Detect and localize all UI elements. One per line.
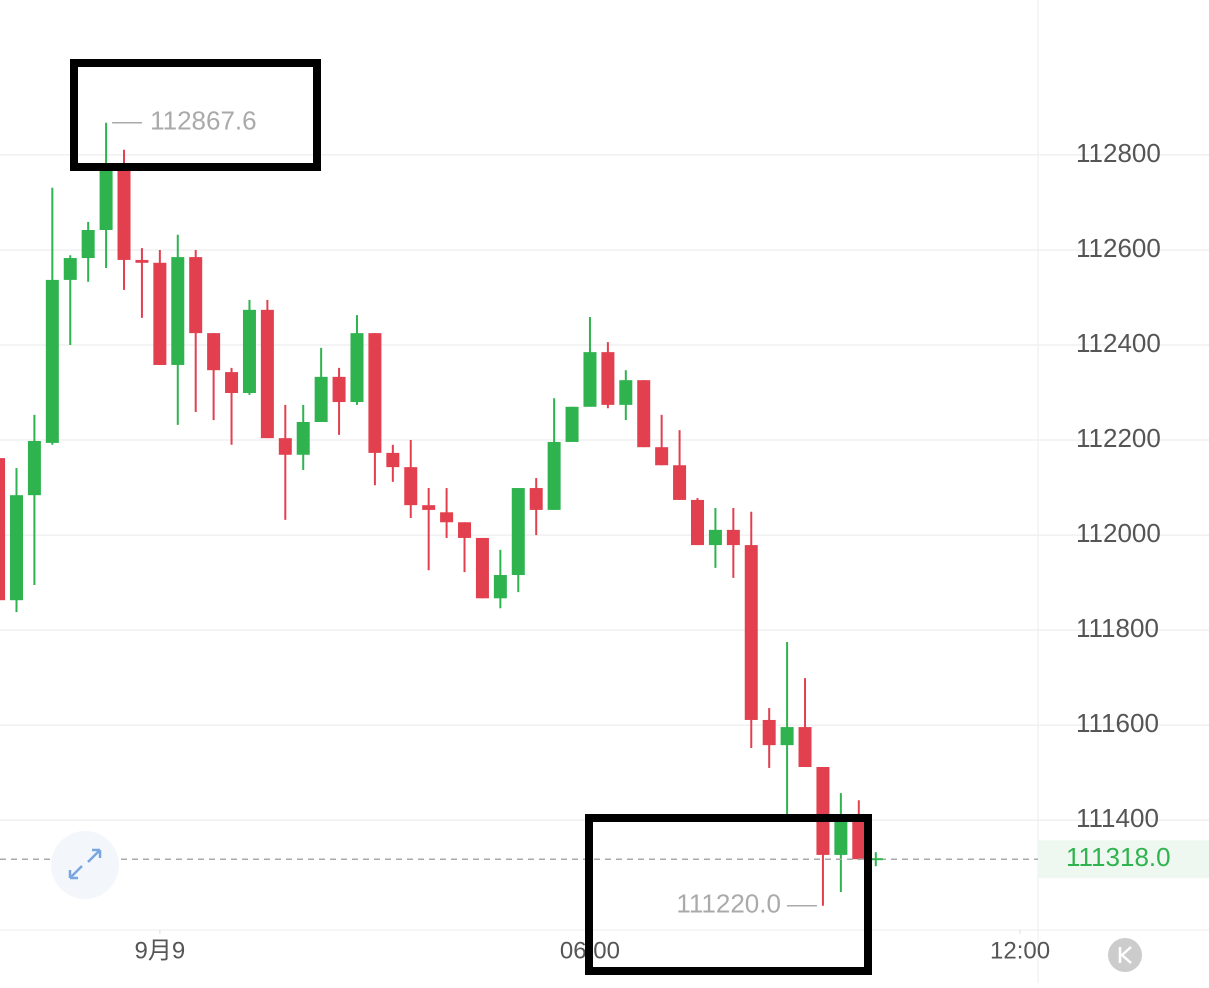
candle-body xyxy=(852,814,866,860)
candle-body xyxy=(798,727,812,768)
candle-body xyxy=(135,259,149,263)
candle-body xyxy=(81,230,95,259)
y-tick-label: 111800 xyxy=(1076,613,1159,643)
candle-body xyxy=(350,333,364,403)
last-price-box xyxy=(1038,840,1209,879)
highlight-box xyxy=(585,814,872,975)
y-tick-label: 112800 xyxy=(1076,138,1161,168)
candle-body xyxy=(99,170,113,231)
x-tick-label: 12:00 xyxy=(990,937,1050,964)
min-marker-label: 111220.0 xyxy=(676,889,781,919)
y-tick-label: 112200 xyxy=(1076,423,1161,453)
y-tick-label: 112000 xyxy=(1076,518,1161,548)
candle-body xyxy=(708,529,722,546)
candle-body xyxy=(27,441,41,496)
candle-body xyxy=(386,452,400,468)
grid: 111400 111600 111800 112000 112200 112400 1126… xyxy=(0,138,1209,964)
candle-body xyxy=(45,279,59,443)
candle-body xyxy=(475,537,489,599)
candle-body xyxy=(189,257,203,334)
candle-body xyxy=(834,814,848,855)
candle-body xyxy=(63,258,77,280)
candle-body xyxy=(117,170,131,260)
candle-body xyxy=(404,467,418,506)
candle-body xyxy=(529,488,543,510)
back-button[interactable] xyxy=(1108,938,1142,972)
max-marker-label: 112867.6 xyxy=(150,106,257,136)
candle-body xyxy=(171,257,185,365)
candle-body xyxy=(493,575,507,599)
y-tick-label: 111600 xyxy=(1076,708,1159,738)
back-icon xyxy=(1118,946,1132,964)
expand-button[interactable] xyxy=(51,831,119,899)
candles xyxy=(0,122,866,906)
candle-body xyxy=(9,495,23,601)
candle-body xyxy=(762,719,776,746)
y-tick-label: 111400 xyxy=(1076,803,1159,833)
candle-body xyxy=(332,376,346,403)
candle-body xyxy=(242,309,256,394)
overlay: 112867.6 111220.0 111318.0 xyxy=(0,106,1209,919)
candle-body xyxy=(422,505,436,510)
candle-body xyxy=(619,380,633,405)
candle-body xyxy=(601,352,615,405)
candle-body xyxy=(547,441,561,510)
candle-body xyxy=(690,499,704,546)
candle-body xyxy=(726,529,740,546)
candle-body xyxy=(673,465,687,500)
candle-body xyxy=(368,333,382,453)
expand-icon xyxy=(68,848,102,880)
candle-body xyxy=(440,512,454,523)
candle-body xyxy=(780,727,794,746)
candle-body xyxy=(0,458,6,601)
candle-body xyxy=(296,421,310,455)
candle-body xyxy=(511,488,525,576)
y-tick-label: 112400 xyxy=(1076,328,1161,358)
y-tick-label: 112600 xyxy=(1076,233,1161,263)
candle-body xyxy=(816,767,830,855)
candle-body xyxy=(744,545,758,720)
candle-body xyxy=(314,376,328,422)
candle-body xyxy=(260,309,274,439)
x-tick-label: 9月9 xyxy=(135,937,186,964)
highlight-box xyxy=(70,59,321,171)
candle-body xyxy=(458,522,472,538)
candle-body xyxy=(655,447,669,466)
candle-body xyxy=(153,262,167,365)
last-price-label: 111318.0 xyxy=(1066,842,1171,872)
candle-body xyxy=(225,372,239,394)
candle-body xyxy=(278,438,292,455)
candle-body xyxy=(637,380,651,448)
candle-body xyxy=(583,352,597,407)
candle-body xyxy=(565,406,579,442)
candle-body xyxy=(207,333,221,371)
